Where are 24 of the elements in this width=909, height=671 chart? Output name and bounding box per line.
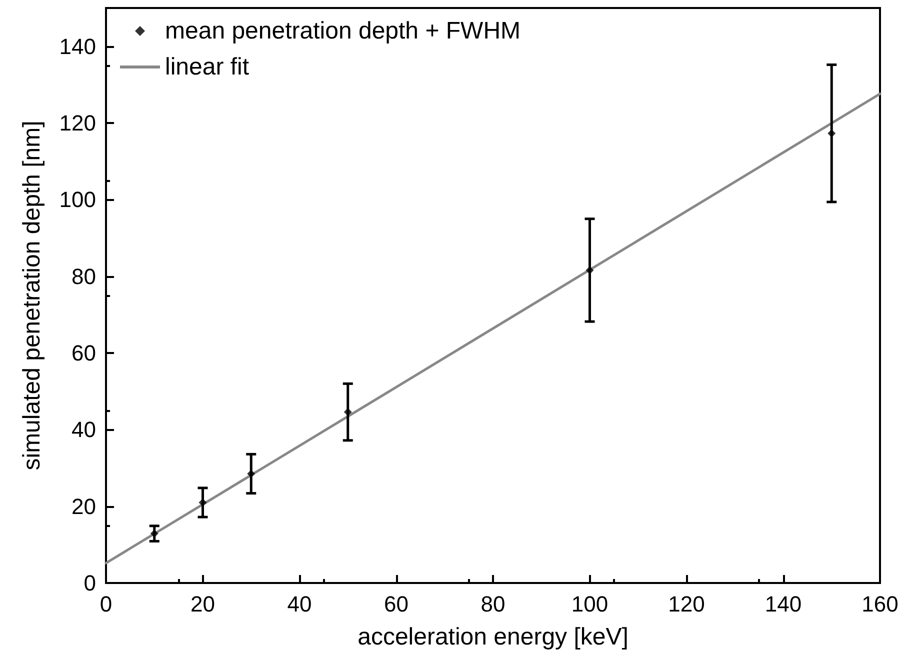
y-tick-label: 120	[59, 110, 96, 136]
y-tick-label: 0	[84, 570, 96, 596]
x-tick-label: 40	[287, 592, 312, 616]
x-tick-label: 160	[862, 592, 898, 616]
x-tick-label: 60	[384, 592, 408, 616]
y-tick-label: 100	[59, 187, 96, 212]
point	[247, 470, 256, 478]
y-tick-label: 80	[72, 264, 96, 289]
y-tick-label: 40	[72, 417, 96, 442]
x-tick-label: 120	[668, 592, 705, 616]
y-axis-title: simulated penetration depth [nm]	[18, 120, 46, 470]
x-tick-label: 80	[480, 592, 506, 616]
x-axis-title: acceleration energy [keV]	[358, 624, 628, 650]
legend-label: linear fit	[165, 54, 250, 80]
x-tick-label: 100	[571, 592, 608, 616]
y-tick-label: 60	[72, 340, 96, 366]
y-tick-label: 140	[59, 34, 96, 59]
point	[198, 498, 207, 506]
y-tick-label: 20	[72, 494, 96, 519]
x-tick-label: 0	[100, 592, 112, 616]
x-tick-label: 20	[190, 592, 215, 616]
x-tick-label: 140	[764, 592, 802, 616]
point	[828, 129, 836, 138]
legend-label: mean penetration depth + FWHM	[165, 18, 521, 44]
